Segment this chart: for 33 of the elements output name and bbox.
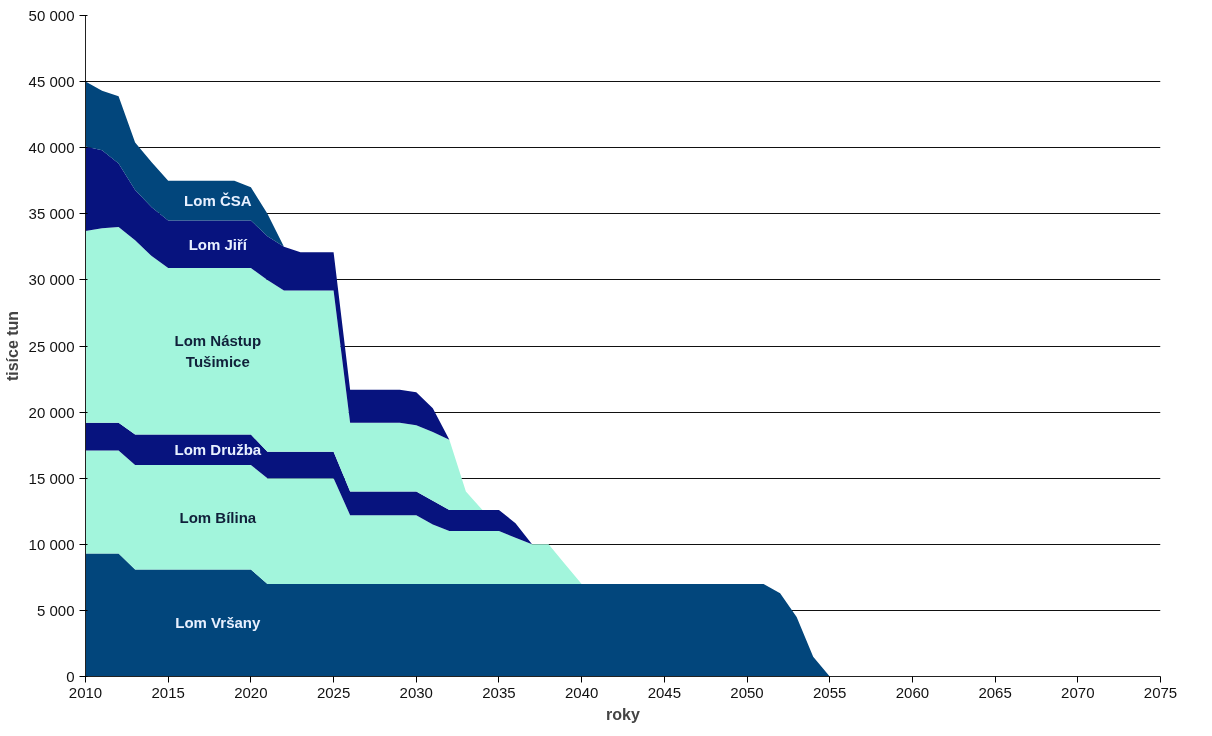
x-tick-label: 2035 <box>482 683 516 701</box>
y-tick-label: 50 000 <box>28 7 75 24</box>
y-tick-label: 5 000 <box>36 601 75 619</box>
x-tick-label: 2045 <box>647 683 682 701</box>
y-axis-title: tisíce tun <box>3 310 21 382</box>
series-label: Lom Nástup Tušimice <box>174 332 262 371</box>
x-tick-label: 2065 <box>978 683 1012 701</box>
x-tick-label: 2070 <box>1061 683 1095 701</box>
y-tick-label: 30 000 <box>28 271 75 289</box>
x-tick-label: 2075 <box>1143 683 1178 701</box>
x-tick-label: 2060 <box>895 683 930 701</box>
series-label: Lom Jiří <box>188 235 248 253</box>
series-label: Lom Bílina <box>179 508 257 526</box>
y-tick-label: 40 000 <box>28 139 75 157</box>
series-label: Lom ČSA <box>184 192 252 210</box>
y-tick-label: 20 000 <box>28 403 75 421</box>
x-tick-label: 2055 <box>813 683 847 701</box>
x-axis-title: roky <box>606 705 640 723</box>
x-tick-label: 2050 <box>730 683 764 701</box>
y-tick-label: 15 000 <box>28 469 75 487</box>
y-tick-label: 25 000 <box>28 337 75 355</box>
y-tick-label: 45 000 <box>28 73 75 91</box>
y-tick-label: 10 000 <box>28 535 75 553</box>
y-tick-label: 0 <box>66 668 75 685</box>
series-label: Lom Vršany <box>175 614 261 632</box>
y-tick-label: 35 000 <box>28 205 75 223</box>
x-tick-label: 2030 <box>399 683 433 701</box>
series-label: Lom Družba <box>174 441 262 459</box>
x-tick-label: 2010 <box>68 683 103 701</box>
x-tick-label: 2025 <box>316 683 351 701</box>
x-tick-label: 2020 <box>234 683 268 701</box>
x-tick-label: 2015 <box>151 683 185 701</box>
x-tick-label: 2040 <box>564 683 599 701</box>
